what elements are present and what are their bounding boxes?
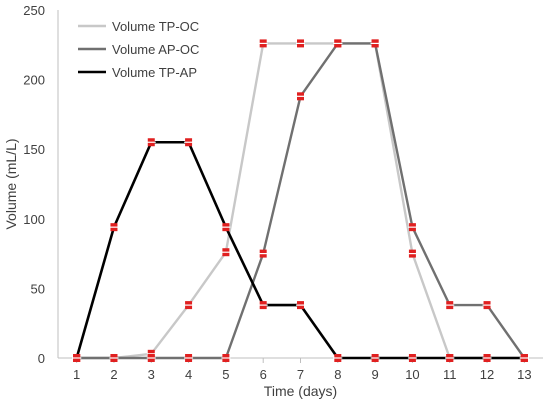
data-point bbox=[296, 39, 305, 48]
series-line bbox=[76, 42, 525, 360]
x-tick-label: 5 bbox=[222, 367, 229, 382]
data-point bbox=[482, 354, 492, 362]
x-tick-label: 1 bbox=[73, 367, 80, 382]
data-markers bbox=[72, 39, 529, 362]
data-point bbox=[445, 354, 455, 362]
y-tick-label: 150 bbox=[23, 142, 45, 157]
x-tick-label: 11 bbox=[443, 367, 457, 382]
data-point bbox=[482, 301, 492, 310]
legend-label: Volume TP-OC bbox=[112, 19, 199, 34]
data-point bbox=[146, 138, 156, 147]
data-point bbox=[258, 39, 268, 48]
data-point bbox=[370, 354, 380, 362]
data-point bbox=[258, 249, 268, 258]
x-axis-title: Time (days) bbox=[264, 383, 337, 399]
data-point bbox=[221, 248, 231, 257]
y-tick-label: 200 bbox=[23, 73, 45, 88]
legend-item: Volume TP-OC bbox=[78, 19, 199, 34]
x-tick-label: 8 bbox=[334, 367, 341, 382]
data-point bbox=[221, 223, 231, 232]
data-point bbox=[221, 354, 231, 362]
x-tick-label: 6 bbox=[260, 367, 267, 382]
data-point bbox=[109, 223, 119, 232]
y-tick-label: 50 bbox=[31, 281, 45, 296]
y-tick-label: 100 bbox=[23, 212, 45, 227]
y-tick-label: 0 bbox=[38, 351, 45, 366]
data-point bbox=[296, 301, 305, 310]
data-point bbox=[184, 301, 194, 310]
data-point bbox=[184, 354, 194, 362]
x-tick-labels: 1 2 3 4 5 6 7 8 9 10 11 12 13 bbox=[73, 358, 532, 382]
legend-item: Volume TP-AP bbox=[78, 65, 197, 80]
x-tick-label: 12 bbox=[480, 367, 494, 382]
x-tick-label: 9 bbox=[371, 367, 378, 382]
x-tick-label: 3 bbox=[148, 367, 155, 382]
series-line bbox=[75, 140, 525, 360]
legend-label: Volume TP-AP bbox=[112, 65, 197, 80]
data-point bbox=[519, 354, 529, 362]
data-point bbox=[445, 301, 455, 310]
data-point bbox=[146, 349, 156, 358]
x-tick-label: 13 bbox=[517, 367, 531, 382]
data-point bbox=[258, 301, 268, 310]
data-point bbox=[146, 354, 156, 362]
series-line bbox=[76, 42, 526, 360]
data-point bbox=[184, 138, 194, 147]
y-tick-label: 250 bbox=[23, 3, 45, 18]
x-tick-label: 7 bbox=[297, 367, 304, 382]
data-point bbox=[407, 354, 417, 362]
data-point bbox=[407, 249, 417, 258]
x-tick-label: 4 bbox=[185, 367, 192, 382]
y-axis-title: Volume (mL/L) bbox=[3, 138, 19, 229]
data-point bbox=[407, 223, 417, 232]
x-tick-label: 10 bbox=[405, 367, 419, 382]
data-point bbox=[333, 354, 343, 362]
data-point bbox=[72, 354, 82, 362]
data-point bbox=[333, 39, 343, 48]
y-tick-labels: 0 50 100 150 200 250 bbox=[23, 3, 45, 366]
data-point bbox=[296, 92, 305, 101]
data-point bbox=[370, 39, 380, 48]
x-tick-label: 2 bbox=[110, 367, 117, 382]
series-lines bbox=[75, 42, 526, 360]
legend: Volume TP-OC Volume AP-OC Volume TP-AP bbox=[78, 19, 199, 80]
legend-label: Volume AP-OC bbox=[112, 42, 199, 57]
legend-item: Volume AP-OC bbox=[78, 42, 199, 57]
data-point bbox=[109, 354, 119, 362]
